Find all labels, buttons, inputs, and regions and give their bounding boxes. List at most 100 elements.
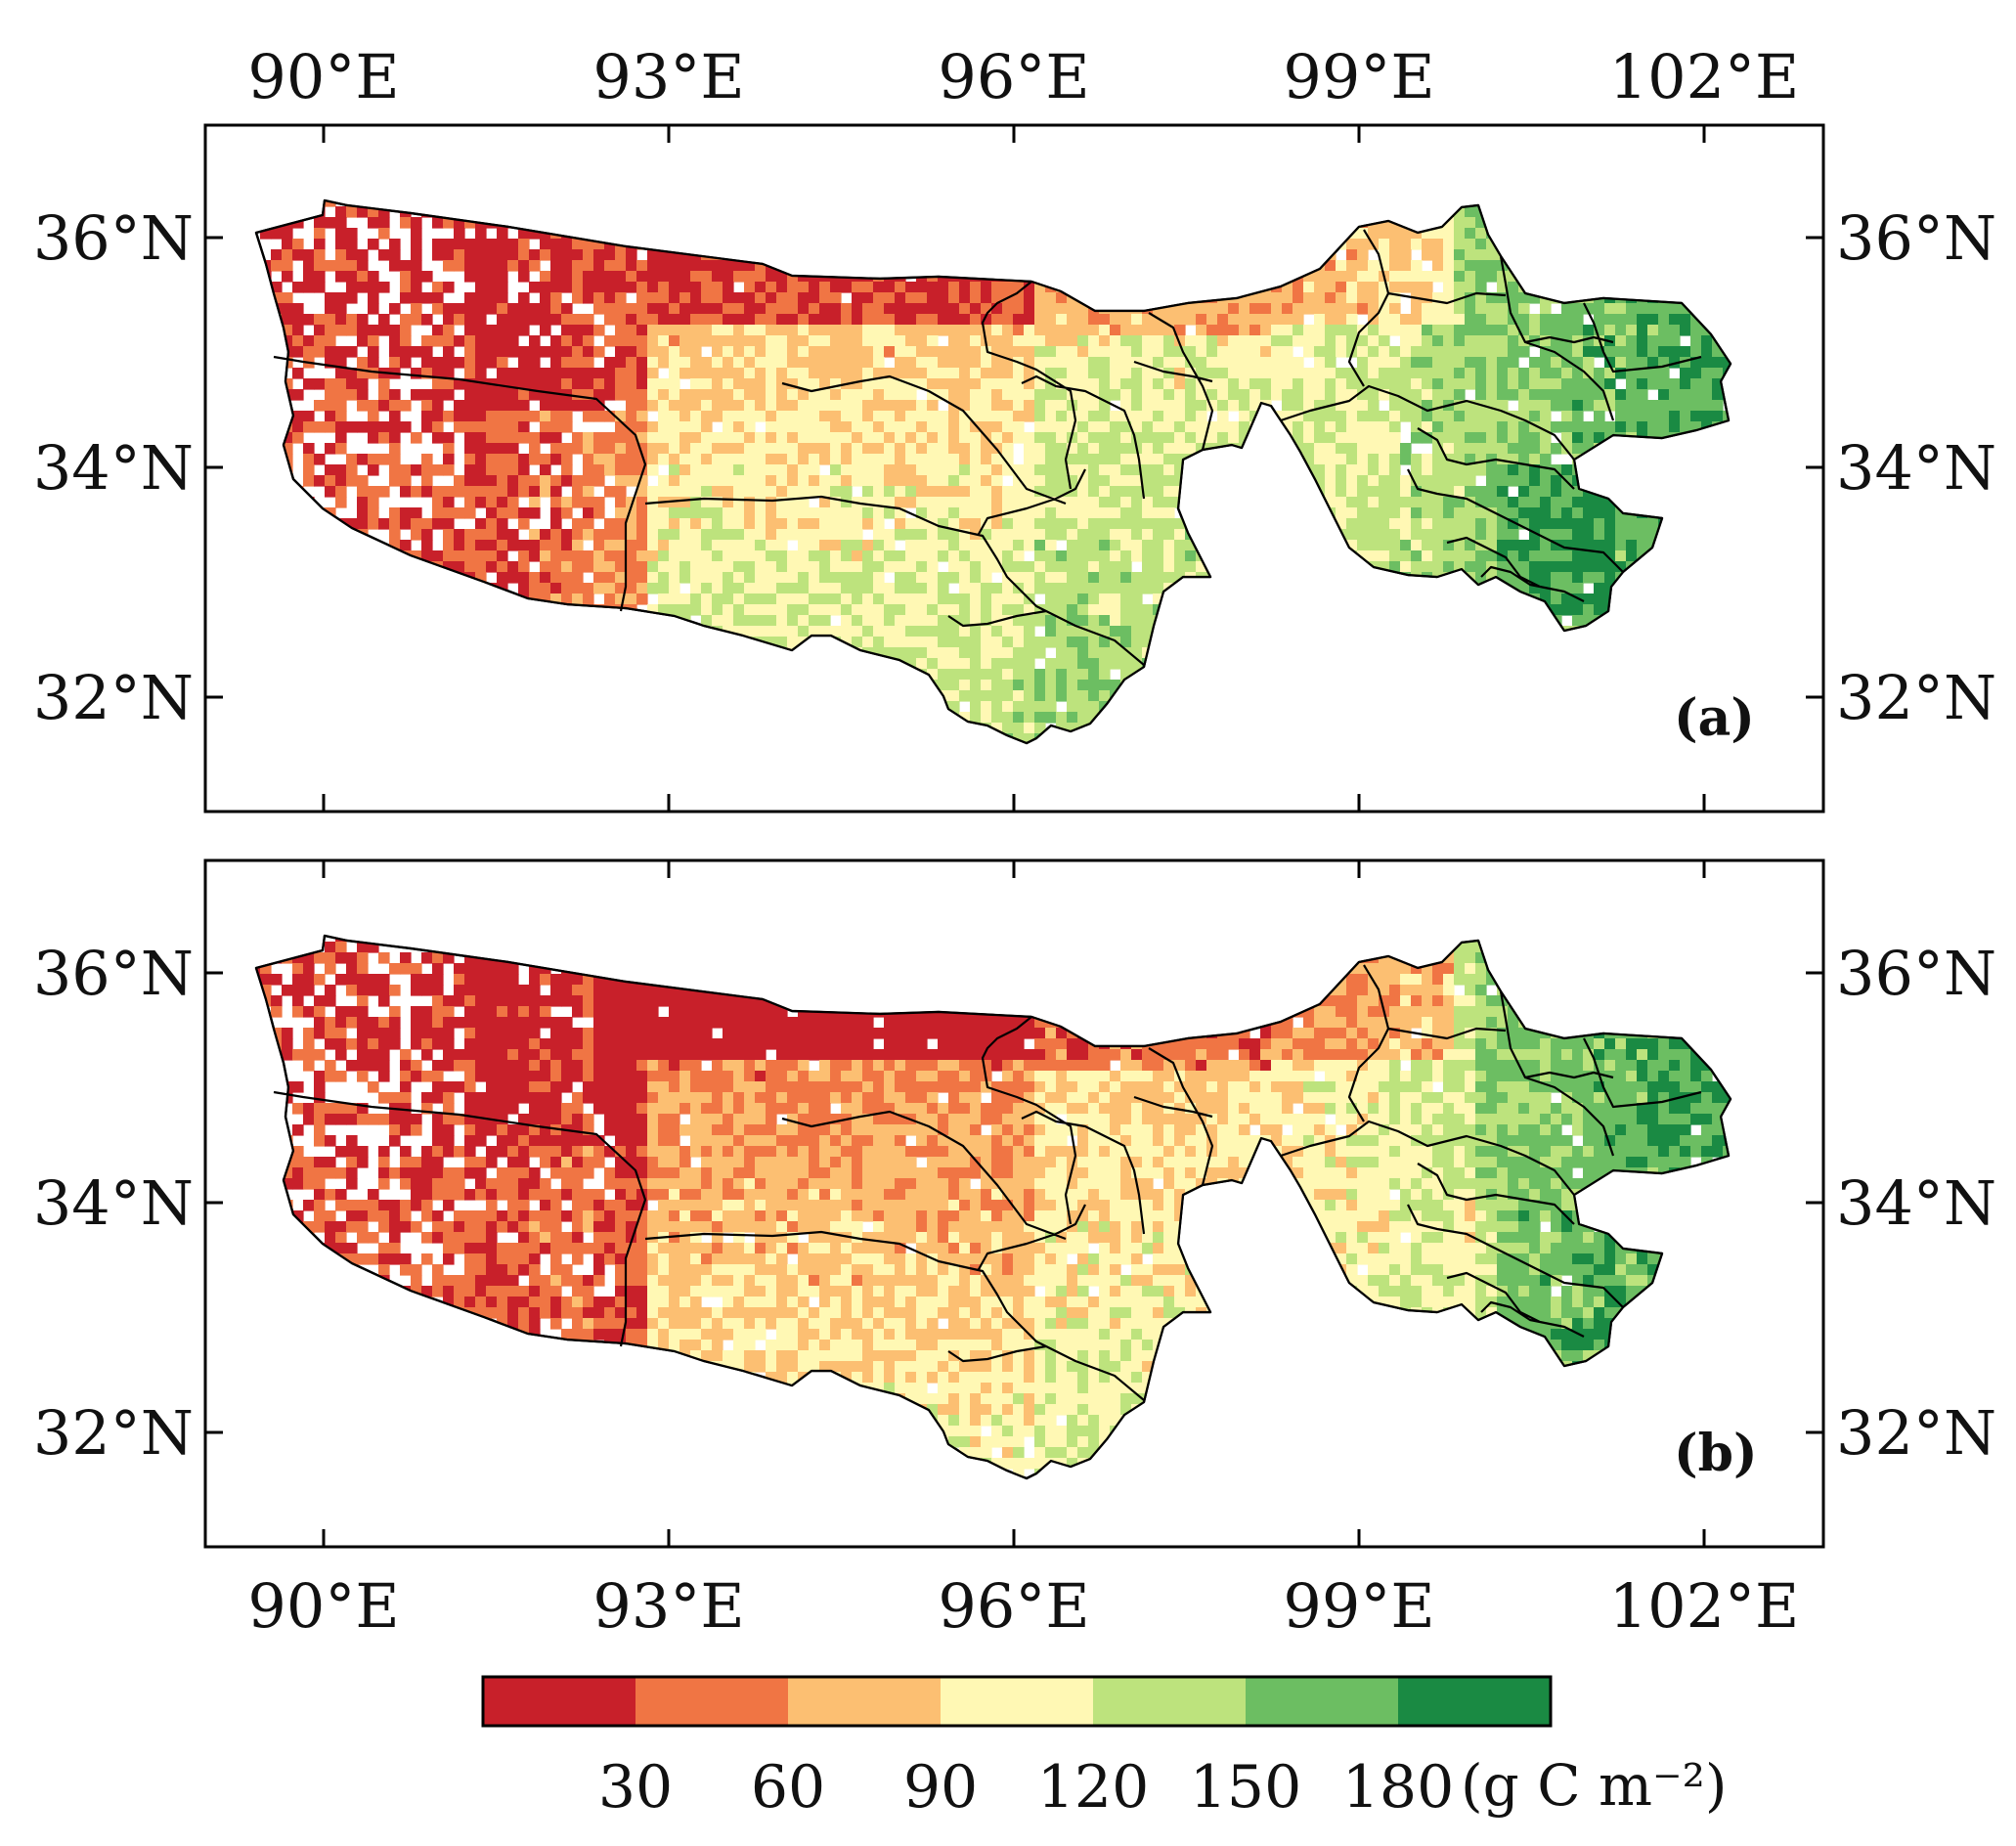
- raster-cell: [884, 206, 896, 218]
- raster-cell: [916, 206, 928, 218]
- raster-cell: [346, 593, 358, 605]
- raster-cell: [873, 454, 885, 465]
- raster-cell: [1088, 507, 1100, 519]
- raster-cell: [1669, 389, 1681, 401]
- raster-cell: [884, 540, 896, 551]
- raster-cell: [959, 507, 971, 519]
- raster-cell: [1002, 454, 1014, 465]
- raster-cell: [852, 529, 863, 541]
- raster-cell: [744, 249, 756, 261]
- raster-cell: [1282, 486, 1293, 498]
- raster-cell: [766, 378, 777, 390]
- raster-cell: [981, 540, 992, 551]
- raster-cell: [335, 346, 347, 358]
- raster-cell: [1486, 421, 1498, 433]
- raster-cell: [1303, 497, 1315, 508]
- raster-cell: [1217, 228, 1229, 240]
- raster-cell: [432, 217, 444, 229]
- raster-cell: [1680, 529, 1691, 541]
- raster-cell: [809, 507, 820, 519]
- raster-cell: [948, 464, 960, 476]
- raster-cell: [1389, 529, 1401, 541]
- raster-cell: [1604, 518, 1616, 530]
- raster-cell: [1013, 260, 1025, 272]
- raster-cell: [701, 335, 713, 347]
- raster-cell: [787, 217, 799, 229]
- raster-cell: [701, 464, 713, 476]
- raster-cell: [1002, 325, 1014, 336]
- raster-cell: [1594, 421, 1605, 433]
- raster-cell: [1088, 217, 1100, 229]
- raster-cell: [604, 282, 616, 293]
- raster-cell: [615, 200, 627, 207]
- raster-cell: [550, 518, 562, 530]
- raster-cell: [1712, 357, 1724, 369]
- raster-cell: [486, 217, 498, 229]
- raster-cell: [389, 421, 401, 433]
- raster-cell: [1110, 550, 1121, 562]
- raster-cell: [1615, 507, 1627, 519]
- raster-cell: [1594, 561, 1605, 573]
- raster-cell: [1422, 325, 1433, 336]
- raster-cell: [292, 335, 304, 347]
- raster-cell: [604, 200, 616, 207]
- raster-cell: [1013, 475, 1025, 487]
- raster-cell: [819, 443, 831, 455]
- raster-cell: [271, 561, 283, 573]
- raster-cell: [1303, 518, 1315, 530]
- raster-cell: [927, 593, 939, 605]
- raster-cell: [981, 217, 992, 229]
- raster-cell: [819, 200, 831, 207]
- raster-cell: [1325, 550, 1337, 562]
- raster-cell: [905, 282, 917, 293]
- raster-cell: [1196, 400, 1207, 412]
- raster-cell: [572, 561, 584, 573]
- raster-cell: [260, 550, 272, 562]
- raster-cell: [658, 421, 670, 433]
- raster-cell: [938, 314, 949, 326]
- raster-cell: [1723, 303, 1731, 315]
- raster-cell: [1701, 518, 1713, 530]
- raster-cell: [1701, 206, 1713, 218]
- raster-cell: [368, 550, 379, 562]
- raster-cell: [325, 260, 336, 272]
- raster-cell: [583, 497, 594, 508]
- raster-cell: [411, 604, 422, 616]
- raster-cell: [959, 292, 971, 304]
- raster-cell: [1034, 292, 1046, 304]
- raster-cell: [884, 378, 896, 390]
- raster-cell: [454, 411, 465, 422]
- raster-cell: [690, 572, 702, 584]
- raster-cell: [1540, 572, 1552, 584]
- top-lon-label: 99°E: [1283, 41, 1434, 112]
- raster-cell: [1239, 378, 1250, 390]
- raster-cell: [1572, 421, 1584, 433]
- raster-cell: [733, 593, 745, 605]
- raster-cell: [1260, 454, 1272, 465]
- raster-cell: [1120, 271, 1132, 283]
- raster-cell: [744, 271, 756, 283]
- raster-cell: [852, 325, 863, 336]
- raster-cell: [1110, 411, 1121, 422]
- raster-cell: [690, 389, 702, 401]
- raster-cell: [830, 550, 842, 562]
- raster-cell: [1400, 411, 1412, 422]
- raster-cell: [1680, 239, 1691, 250]
- raster-cell: [830, 303, 842, 315]
- raster-cell: [1249, 292, 1261, 304]
- raster-cell: [1013, 540, 1025, 551]
- raster-cell: [1303, 583, 1315, 594]
- raster-cell: [368, 271, 379, 283]
- raster-cell: [1346, 454, 1358, 465]
- raster-cell: [540, 325, 551, 336]
- raster-cell: [550, 421, 562, 433]
- raster-cell: [443, 325, 455, 336]
- raster-cell: [1518, 200, 1530, 207]
- raster-cell: [766, 486, 777, 498]
- raster-cell: [1249, 540, 1261, 551]
- raster-cell: [1325, 604, 1337, 616]
- raster-cell: [1647, 464, 1659, 476]
- raster-cell: [1077, 529, 1089, 541]
- raster-cell: [1336, 325, 1347, 336]
- raster-cell: [1422, 292, 1433, 304]
